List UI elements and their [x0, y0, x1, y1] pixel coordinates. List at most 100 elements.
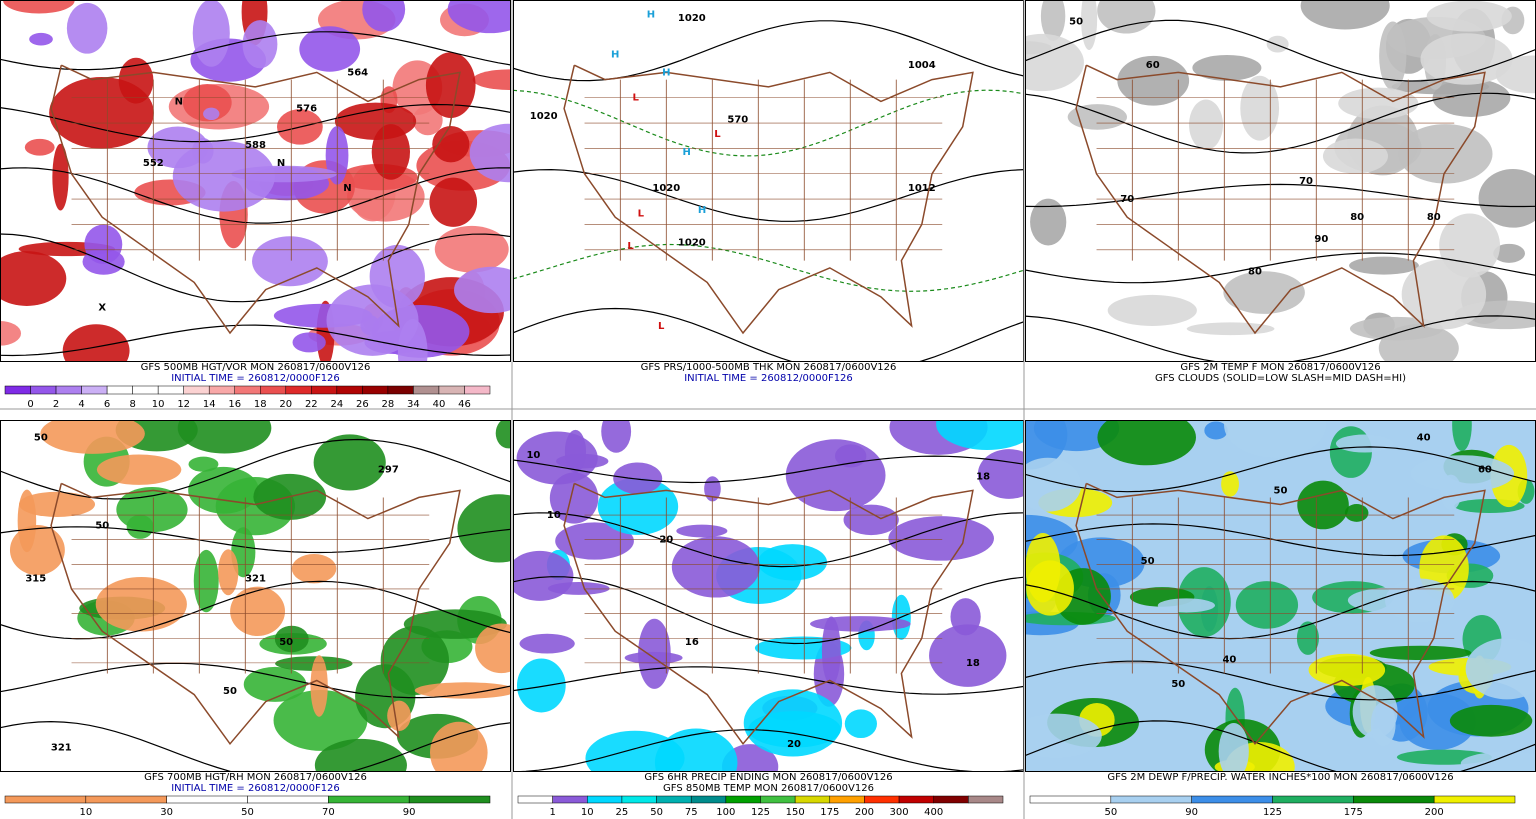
legend-label: 75 — [685, 807, 698, 818]
legend-label: 1 — [549, 807, 555, 818]
shading — [821, 616, 841, 685]
panel: 552 564 576 588 N N N X GFS 500MB HGT/VOR MON 26… — [0, 0, 511, 410]
map-label: 50 — [279, 637, 293, 648]
map-label: X — [98, 303, 106, 314]
shading — [1493, 243, 1525, 263]
shading — [457, 494, 511, 563]
shading — [9, 524, 65, 576]
caption: INITIAL TIME = 260812/0000F126 — [171, 373, 340, 384]
contour — [0, 580, 511, 640]
map: 10 10 20 20 18 18 16 — [513, 420, 1024, 772]
shading — [1398, 124, 1493, 184]
shading — [1218, 723, 1249, 772]
shading — [334, 102, 417, 140]
shading — [513, 550, 574, 601]
map-label: 40 — [1417, 433, 1431, 444]
map-label: H — [683, 147, 691, 158]
shading — [243, 666, 307, 702]
shading — [1040, 0, 1066, 41]
contour — [513, 307, 1024, 362]
legend-label: 6 — [104, 399, 110, 410]
legend-swatch — [1110, 795, 1192, 804]
contour — [0, 526, 511, 554]
shading — [326, 284, 419, 356]
shading — [1223, 271, 1305, 314]
legend-swatch — [760, 795, 796, 804]
coastline — [563, 482, 974, 746]
shading — [613, 462, 663, 495]
shading — [274, 625, 309, 653]
coastline — [563, 64, 974, 335]
contour — [0, 167, 511, 224]
map-frame — [0, 420, 511, 772]
legend-label: 300 — [890, 807, 909, 818]
shading — [126, 514, 154, 539]
map-label: 10 — [547, 510, 561, 521]
shading — [1030, 198, 1067, 246]
legend-label: 175 — [820, 807, 839, 818]
shading — [1465, 638, 1536, 700]
shading — [843, 504, 899, 536]
map-label: L — [627, 241, 634, 252]
contour — [513, 455, 1024, 484]
shading — [601, 420, 632, 453]
shading — [516, 431, 598, 485]
map: 552 564 576 588 N N N X — [0, 0, 511, 362]
map-label: 1020 — [678, 13, 706, 24]
contour — [1025, 92, 1536, 154]
contour — [1025, 446, 1536, 493]
shading — [1224, 420, 1327, 458]
shading — [638, 618, 671, 689]
shading — [203, 107, 220, 121]
legend-swatch — [794, 795, 831, 804]
map-label: 80 — [1350, 212, 1364, 223]
legend-swatch — [234, 385, 261, 395]
shading — [929, 624, 1007, 687]
legend-label: 50 — [241, 807, 254, 818]
legend-label: 10 — [79, 807, 92, 818]
map-label: 1020 — [652, 183, 680, 194]
legend-swatch — [829, 795, 865, 804]
legend-swatch — [933, 795, 969, 804]
contour — [0, 720, 511, 772]
shading — [1188, 99, 1224, 150]
legend-label: 20 — [279, 399, 292, 410]
shading — [1410, 455, 1515, 492]
caption: INITIAL TIME = 260812/0000F126 — [684, 373, 853, 384]
legend-label: 70 — [322, 807, 335, 818]
shading — [313, 434, 386, 491]
shading — [299, 26, 361, 72]
shading — [291, 553, 337, 584]
shading — [810, 616, 911, 632]
shading — [52, 143, 69, 211]
legend-swatch — [260, 385, 287, 395]
map-label: 18 — [966, 658, 980, 669]
shading — [387, 700, 411, 731]
shading — [888, 516, 994, 561]
map-label: H — [647, 9, 655, 20]
shading — [1308, 653, 1386, 687]
shading — [292, 332, 326, 353]
shading — [218, 549, 239, 596]
legend-swatch — [81, 385, 108, 395]
shading — [1335, 434, 1394, 453]
shading — [1420, 33, 1513, 85]
shading — [29, 32, 53, 46]
shading — [182, 83, 232, 122]
shading — [242, 20, 278, 69]
legend-label: 90 — [403, 807, 416, 818]
shading — [1478, 169, 1536, 228]
shading — [1025, 420, 1068, 470]
shading — [1449, 704, 1533, 737]
contour — [1025, 580, 1536, 640]
map: 50 50 50 315 297 321 321 50 — [0, 420, 511, 772]
map-label: 1012 — [908, 183, 936, 194]
map-label: N — [277, 158, 285, 169]
legend-label: 200 — [855, 807, 874, 818]
legend-swatch — [336, 385, 363, 395]
shading — [475, 623, 511, 674]
legend-swatch — [438, 385, 465, 395]
shading — [172, 141, 275, 212]
map-label: 20 — [659, 535, 673, 546]
